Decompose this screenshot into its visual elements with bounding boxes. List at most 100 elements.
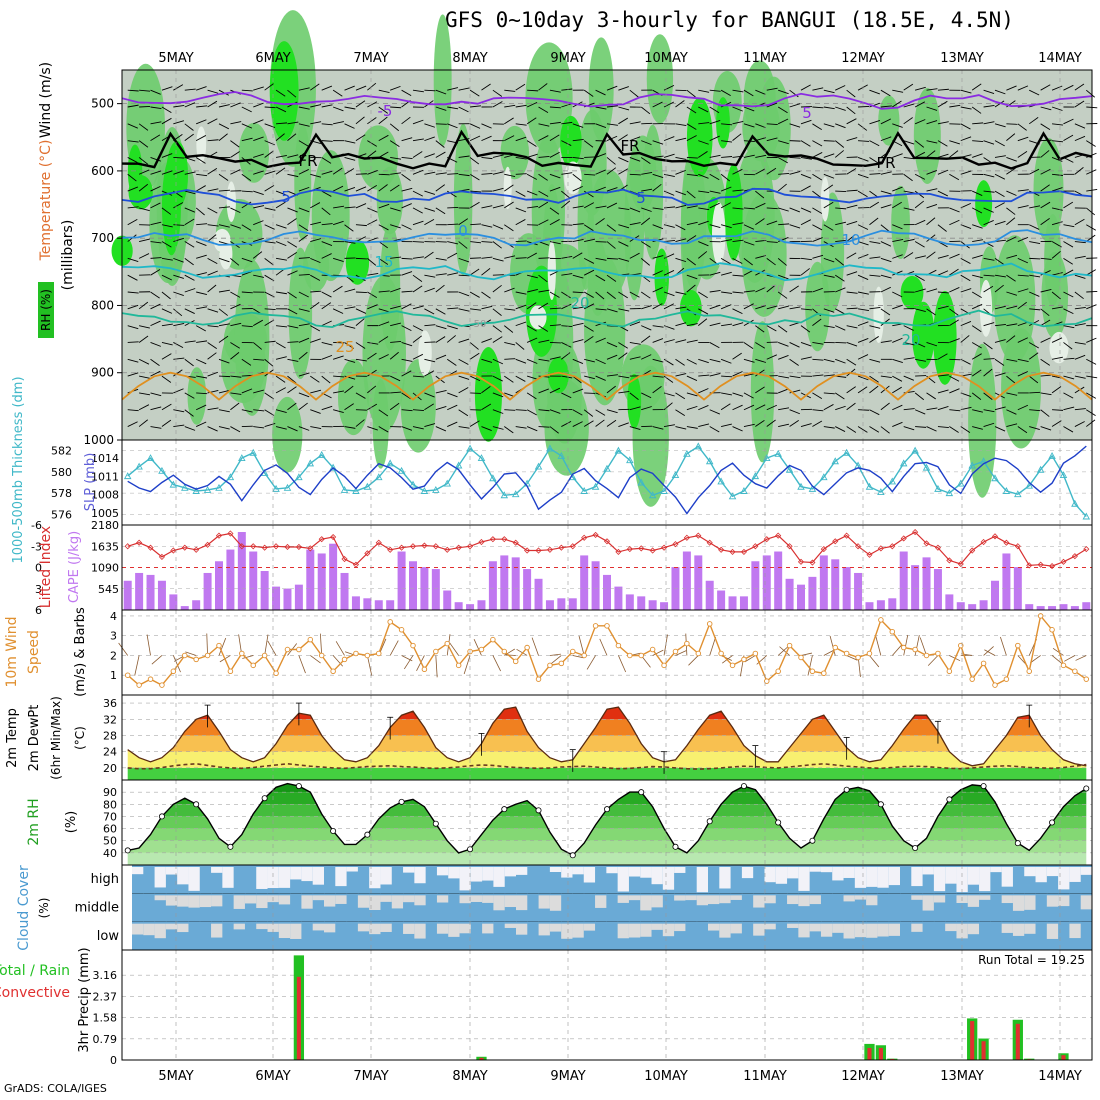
wind-barb: [458, 155, 470, 158]
wind-barb: [1051, 106, 1063, 111]
cloud-gap: [346, 867, 359, 872]
wind-barb: [823, 173, 835, 179]
wind-barb: [332, 106, 344, 112]
wind-barb: [173, 104, 185, 108]
wind-barb: [298, 257, 310, 259]
wind-barb: [652, 155, 664, 158]
wind-barb: [504, 325, 514, 333]
wind-barb: [230, 426, 241, 433]
lifted-index-point: [843, 532, 850, 539]
wind-barb: [401, 271, 413, 276]
wind-barb: [424, 153, 435, 158]
wind-barb: [401, 203, 412, 209]
wind-barb: [218, 257, 230, 263]
cloud-cell: [199, 865, 212, 894]
wind-barb: [743, 404, 755, 411]
wind-barb: [127, 358, 139, 363]
cape-bar: [157, 580, 166, 610]
wind-barb: [823, 140, 835, 142]
wind-barb: [835, 85, 846, 91]
wind-barb: [561, 121, 573, 125]
wind-barb: [926, 407, 938, 411]
wind-barb: [538, 241, 550, 246]
wind-barb: [515, 190, 526, 197]
isotherm-label: FR: [876, 154, 895, 172]
wind-barb: [470, 105, 482, 108]
wind-barb: [994, 284, 1004, 293]
wind-barb: [686, 157, 698, 159]
wind-barb: [606, 274, 617, 282]
isotherm-line: [121, 262, 1093, 282]
cloud-gap: [640, 867, 653, 878]
cloud-cell: [527, 921, 540, 950]
thickness-point: [169, 480, 178, 488]
dewpt-axis-label: 2m DewPt: [27, 705, 42, 772]
wind-barb: [903, 342, 915, 346]
wind-barb: [458, 375, 470, 380]
wind-barb: [526, 117, 537, 125]
wind-barb: [1074, 323, 1086, 327]
cloud-gap: [493, 867, 506, 887]
lifted-index-axis-label: Lifted Index: [38, 526, 54, 608]
cloud-cell: [730, 893, 743, 922]
wind-barb-10m: [310, 655, 321, 664]
cloud-gap: [267, 867, 280, 889]
wind-speed-point: [524, 644, 530, 651]
wind-barb: [561, 303, 572, 310]
isotherm-label: 5: [281, 188, 291, 206]
isotherm-label: 70: [771, 284, 784, 295]
wind-barb: [1086, 224, 1097, 231]
wind-barb: [869, 358, 881, 363]
wind-barb: [196, 272, 207, 276]
wind-barb: [150, 134, 161, 142]
cloud-gap: [1080, 867, 1093, 875]
wind-barb: [823, 257, 835, 263]
wind-barb: [823, 308, 835, 313]
wind-barb: [504, 375, 514, 383]
wind-barb: [926, 426, 937, 432]
cloud-cell: [436, 865, 449, 894]
lifted-index-point: [854, 543, 862, 550]
wind-barb: [492, 224, 504, 230]
wind-barb: [972, 239, 984, 242]
wind-tick-label: 1: [110, 669, 117, 682]
thickness-point: [648, 491, 657, 499]
wind-barb: [526, 392, 537, 400]
rh-region: [968, 343, 997, 498]
wind-barb: [641, 305, 652, 310]
rh-point: [843, 786, 850, 793]
wind-barb: [835, 287, 846, 293]
wind-barb-10m: [185, 651, 197, 656]
wind-barb: [698, 190, 710, 193]
wind-barb: [595, 409, 606, 416]
wind-barb: [914, 392, 925, 401]
wind-barb: [857, 386, 868, 394]
wind-barb: [412, 305, 424, 310]
wind-barb: [526, 409, 537, 416]
wind-barb: [652, 224, 664, 230]
wind-barb: [789, 409, 800, 415]
wind-barb: [218, 206, 230, 209]
wind-barb: [150, 121, 162, 125]
precip-convective-bar: [981, 1041, 986, 1060]
cape-bar: [933, 569, 942, 610]
wind-barb: [333, 390, 345, 394]
wind-barb: [161, 274, 173, 281]
wind-barb: [1017, 426, 1028, 434]
wind-barb-10m: [319, 633, 323, 656]
wind-barb: [1063, 406, 1075, 411]
wind-barb: [869, 102, 880, 108]
wind-barb: [595, 123, 607, 129]
wind-barb: [834, 274, 845, 282]
wind-barb: [321, 354, 333, 360]
thickness-point: [489, 474, 497, 482]
temp-tick-label: 32: [103, 713, 117, 726]
wind-barb: [971, 106, 982, 114]
cape-bar: [911, 565, 920, 610]
cloud-gap: [617, 923, 630, 939]
cape-bar: [1013, 567, 1022, 610]
wind-speed-point: [261, 652, 268, 659]
wind-barb: [823, 374, 835, 377]
precip-tick-label: 0: [110, 1054, 117, 1067]
wind-barb: [230, 352, 240, 360]
